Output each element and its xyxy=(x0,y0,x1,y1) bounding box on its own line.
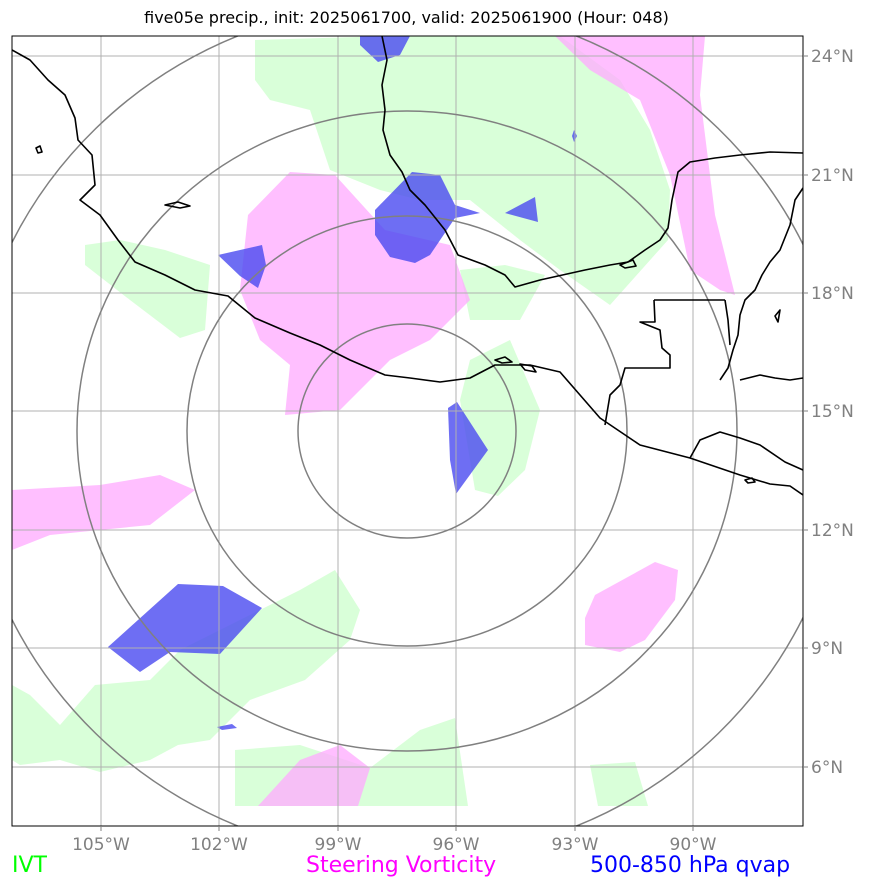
lat-label: 6°N xyxy=(811,758,843,778)
lat-labels: 24°N 21°N 18°N 15°N 12°N 9°N 6°N xyxy=(811,47,854,778)
mexico-gulf-coast xyxy=(381,36,803,288)
lat-label: 15°N xyxy=(811,402,854,422)
guatemala-border xyxy=(604,299,725,426)
ivt-area-gulf xyxy=(255,36,670,305)
lon-labels: 105°W 102°W 99°W 96°W 93°W 90°W xyxy=(72,835,717,855)
vort-area-northeast xyxy=(555,36,735,295)
lat-label: 24°N xyxy=(811,47,854,67)
lon-label: 99°W xyxy=(315,835,362,855)
qvap-area-small xyxy=(217,724,237,730)
island-5 xyxy=(619,259,637,269)
coastlines xyxy=(12,36,803,496)
belize-coast xyxy=(724,299,731,346)
island-2 xyxy=(35,145,43,154)
island-1 xyxy=(164,201,191,209)
map-title: five05e precip., init: 2025061700, valid… xyxy=(144,8,669,27)
plot-frame xyxy=(11,35,804,827)
ivt-area-southeast xyxy=(590,762,648,806)
island-7 xyxy=(744,477,756,484)
ivt-area-southwest xyxy=(12,570,360,772)
lon-label: 90°W xyxy=(670,835,717,855)
island-4 xyxy=(519,363,537,373)
tick-marks xyxy=(100,55,808,831)
legend-ivt: IVT xyxy=(12,853,47,878)
lat-label: 21°N xyxy=(811,166,854,186)
ivt-areas xyxy=(12,36,670,806)
lat-label: 9°N xyxy=(811,639,843,659)
mexico-pacific-coast xyxy=(12,49,803,496)
lat-label: 18°N xyxy=(811,284,854,304)
island-6 xyxy=(774,309,781,323)
lon-label: 93°W xyxy=(552,835,599,855)
vort-area-south xyxy=(258,745,370,806)
qvap-area-gulf-east xyxy=(505,197,538,222)
distance-rings xyxy=(12,36,803,826)
yucatan-east-coast xyxy=(719,187,803,381)
qvap-area-pacific xyxy=(448,402,488,494)
legend-qvap: 500-850 hPa qvap xyxy=(590,853,791,878)
lon-label: 96°W xyxy=(433,835,480,855)
honduras-coast xyxy=(739,374,803,381)
vort-area-west xyxy=(12,475,195,550)
island-3 xyxy=(494,356,513,364)
lat-label: 12°N xyxy=(811,521,854,541)
vort-area-east xyxy=(585,562,678,652)
lon-label: 102°W xyxy=(190,835,248,855)
map-plot-area xyxy=(12,36,803,826)
ivt-area-pacific-center xyxy=(460,340,540,496)
qvap-area-southwest xyxy=(108,584,262,672)
ivt-area-west xyxy=(85,240,210,338)
lon-label: 105°W xyxy=(72,835,130,855)
legend-steering-vorticity: Steering Vorticity xyxy=(306,853,497,878)
central-america-coast xyxy=(689,431,803,471)
